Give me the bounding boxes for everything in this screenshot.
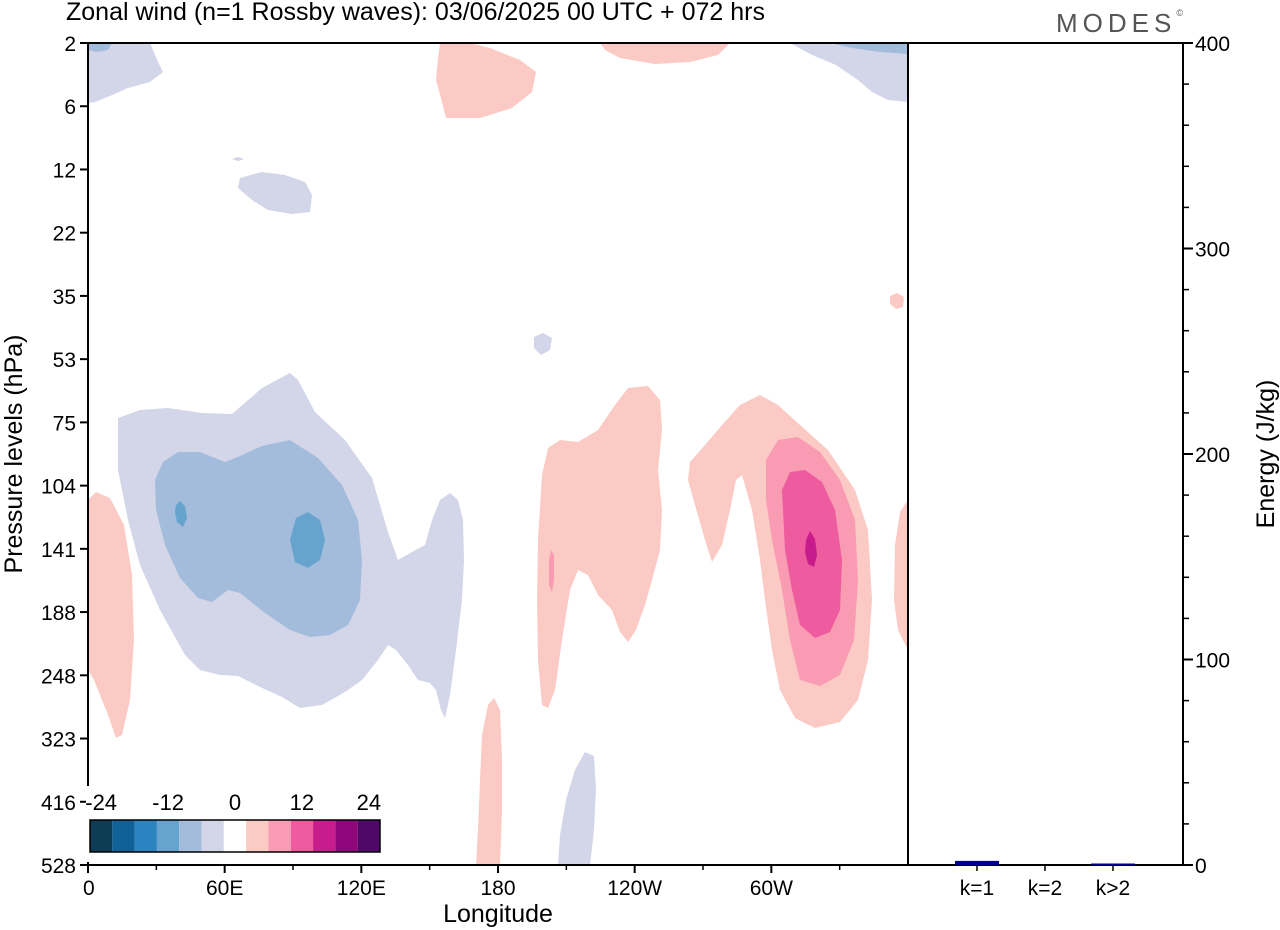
pressure-tick-label: 53 [53, 349, 76, 372]
pressure-tick-label: 104 [41, 476, 76, 499]
pressure-tick-label: 188 [41, 602, 76, 625]
contour-pos-top-center [436, 43, 536, 118]
colorbar-cell [112, 820, 135, 852]
colorbar-cell [156, 820, 180, 852]
contour-neg-core-a [175, 501, 187, 527]
longitude-tick-label: 60W [750, 877, 793, 900]
pressure-tick-label: 6 [64, 96, 76, 119]
contour-field [88, 43, 908, 865]
colorbar-cell [246, 820, 269, 852]
contour-neg-core-b [290, 512, 325, 568]
energy-tick-label: 400 [1195, 33, 1230, 56]
contour-neg-top-left [88, 43, 163, 103]
longitude-tick-label: 60E [206, 877, 243, 900]
longitude-tick-label: 0 [83, 877, 95, 900]
pressure-tick-label: 2 [64, 33, 76, 56]
contour-neg-top-right-mid [830, 43, 908, 54]
logo-text: MODES [1056, 8, 1177, 38]
longitude-tick-label: 180 [480, 877, 515, 900]
pressure-tick-label: 416 [41, 792, 76, 815]
energy-bar [1091, 863, 1135, 865]
energy-category-label: k>2 [1096, 877, 1130, 900]
contour-pos-core [805, 531, 817, 567]
modes-logo: MODES© [1056, 8, 1183, 39]
colorbar: -24 -12 0 12 24 [85, 786, 386, 862]
contour-pos-top-right [600, 43, 730, 64]
contour-pos-mid-center [537, 386, 662, 708]
energy-tick-label: 300 [1195, 239, 1230, 262]
contour-neg-top-left-mid [88, 43, 112, 52]
colorbar-labels: -24 -12 0 12 24 [85, 790, 381, 815]
colorbar-label: -12 [152, 790, 184, 815]
energy-category-label: k=2 [1028, 877, 1062, 900]
pressure-tick-label: 75 [53, 412, 76, 435]
energy-tick-label: 0 [1195, 855, 1207, 878]
contour-neg-upper-blob [238, 172, 312, 214]
contour-neg-top-right [790, 43, 908, 102]
colorbar-cell [357, 820, 380, 852]
colorbar-cell [179, 820, 202, 852]
energy-bars [955, 860, 1135, 865]
contour-pos-dot [890, 293, 904, 309]
chart-title: Zonal wind (n=1 Rossby waves): 03/06/202… [66, 0, 765, 26]
colorbar-cell [223, 820, 247, 852]
longitude-axis: 0 60E 120E 180 120W 60W [83, 865, 841, 900]
colorbar-cell [90, 820, 113, 852]
contour-pos-right-edge [894, 500, 908, 650]
energy-plot-frame [907, 42, 1184, 866]
colorbar-cell [201, 820, 224, 852]
longitude-tick-label: 120E [337, 877, 386, 900]
contour-neg-dot [232, 157, 244, 161]
pressure-tick-label: 35 [53, 286, 76, 309]
longitude-tick-label: 120W [607, 877, 662, 900]
contour-pos-lower [476, 698, 502, 865]
colorbar-cell [268, 820, 291, 852]
pressure-axis: 2 6 12 22 35 53 75 104 141 188 248 323 416 528 [41, 33, 88, 878]
energy-axis-title: Energy (J/kg) [1252, 380, 1280, 529]
logo-mark: © [1176, 8, 1183, 18]
energy-tick-label: 100 [1195, 650, 1230, 673]
contour-neg-lower [558, 752, 596, 865]
pressure-tick-label: 248 [41, 665, 76, 688]
colorbar-cell [134, 820, 157, 852]
colorbar-cell [313, 820, 336, 852]
colorbar-label: 0 [229, 790, 241, 815]
pressure-tick-label: 323 [41, 729, 76, 752]
energy-category-labels: k=1 k=2 k>2 [960, 865, 1130, 900]
colorbar-frame [89, 819, 381, 853]
x-axis-title: Longitude [443, 900, 553, 928]
contour-pos-left-edge [88, 492, 134, 738]
colorbar-cells [89, 819, 381, 853]
colorbar-label: 12 [290, 790, 314, 815]
energy-tick-label: 200 [1195, 444, 1230, 467]
pressure-tick-label: 12 [53, 159, 76, 182]
y-axis-title: Pressure levels (hPa) [0, 335, 28, 574]
pressure-tick-label: 22 [53, 223, 76, 246]
colorbar-cell [290, 820, 314, 852]
contour-neg-small [534, 333, 552, 355]
colorbar-cell [335, 820, 358, 852]
contour-pos-mid-2 [549, 550, 554, 592]
colorbar-label: 24 [357, 790, 381, 815]
pressure-tick-label: 528 [41, 855, 76, 878]
pressure-tick-label: 141 [41, 539, 76, 562]
energy-bar [955, 860, 999, 865]
energy-category-label: k=1 [960, 877, 994, 900]
contour-neg-mid [155, 440, 362, 637]
colorbar-label: -24 [85, 790, 117, 815]
energy-axis: 0 100 200 300 400 [1183, 33, 1230, 878]
